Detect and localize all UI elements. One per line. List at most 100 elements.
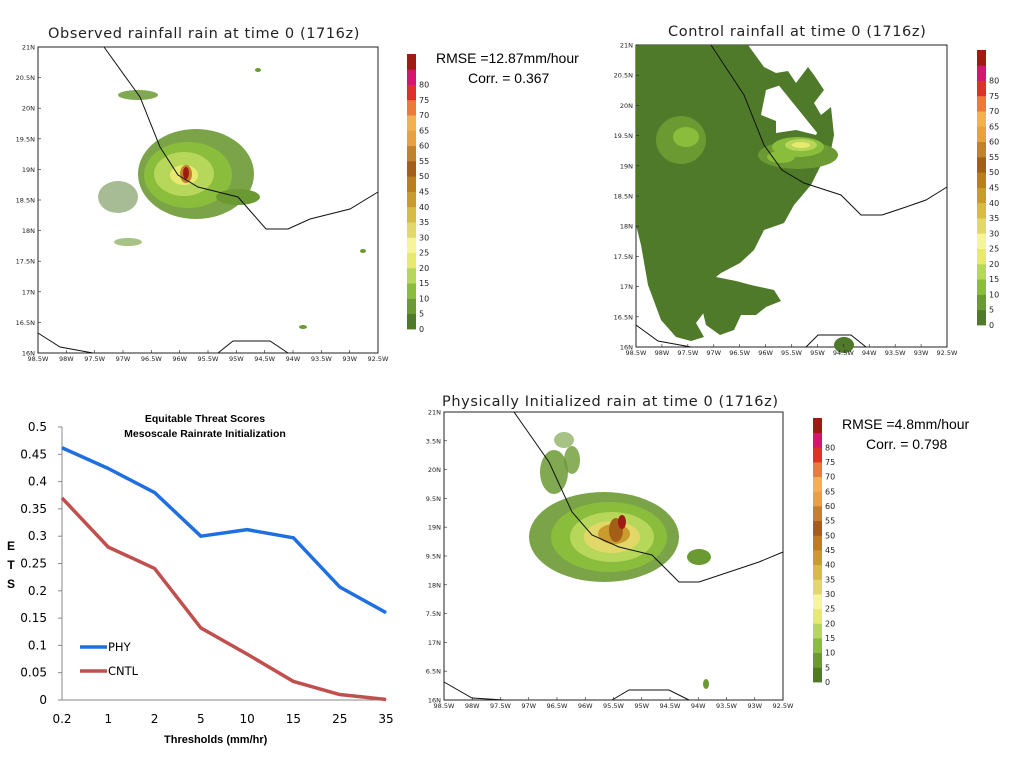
ets-y-tick-label: 0.4 bbox=[28, 475, 47, 489]
colorbar-swatch bbox=[977, 202, 986, 219]
lon-label: 95.5W bbox=[198, 355, 219, 363]
colorbar-swatch bbox=[813, 476, 822, 492]
colorbar-label: 50 bbox=[825, 531, 835, 540]
ets-point bbox=[339, 694, 341, 696]
colorbar-swatch bbox=[977, 248, 986, 265]
lat-label: 20.5N bbox=[16, 74, 35, 82]
ets-point bbox=[292, 537, 294, 539]
colorbar-label: 55 bbox=[825, 517, 835, 526]
lon-label: 92.5W bbox=[368, 355, 389, 363]
lat-label: 19.5N bbox=[16, 135, 35, 143]
colorbar-label: 25 bbox=[989, 245, 999, 254]
lat-label: 21N bbox=[428, 409, 441, 417]
control-lat-labels: 21N 20.5N 20N 19.5N 19N 18.5N 18N 17.5N 17N 16.5N… bbox=[614, 42, 639, 352]
lon-label: 97W bbox=[521, 702, 536, 710]
ets-x-tick-label: 25 bbox=[332, 712, 347, 726]
colorbar-label: 45 bbox=[825, 546, 835, 555]
control-lon-labels: 98.5W 98W 97.5W 97W 96.5W 96W 95.5W 95W 94.5W 94W… bbox=[626, 344, 958, 357]
lon-label: 94W bbox=[691, 702, 706, 710]
lon-label: 94.5W bbox=[660, 702, 681, 710]
colorbar-label: 60 bbox=[989, 138, 999, 147]
colorbar-swatch bbox=[813, 638, 822, 654]
ets-title-line2: Mesoscale Rainrate Initialization bbox=[124, 428, 286, 440]
ets-y-tick-label: 0.35 bbox=[20, 502, 47, 516]
colorbar-label: 75 bbox=[989, 92, 999, 101]
colorbar-label: 80 bbox=[419, 81, 429, 90]
colorbar-swatch bbox=[813, 432, 822, 448]
ets-legend-label: CNTL bbox=[108, 664, 139, 678]
ets-point bbox=[200, 535, 202, 537]
colorbar-swatch bbox=[813, 491, 822, 507]
lon-label: 97.5W bbox=[490, 702, 511, 710]
lat-label: 9.5N bbox=[426, 553, 441, 561]
colorbar-label: 70 bbox=[989, 107, 999, 116]
ets-x-tick-label: 10 bbox=[240, 712, 255, 726]
ets-y-tick-label: 0.3 bbox=[28, 529, 47, 543]
ets-point bbox=[154, 567, 156, 569]
colorbar-label: 75 bbox=[825, 458, 835, 467]
colorbar-swatch bbox=[977, 218, 986, 234]
physical-rain-field bbox=[529, 432, 711, 689]
colorbar-swatch bbox=[813, 506, 822, 522]
colorbar-label: 20 bbox=[989, 260, 999, 269]
observed-corr: Corr. = 0.367 bbox=[468, 70, 550, 86]
lat-label: 17.5N bbox=[614, 253, 633, 261]
colorbar-swatch bbox=[407, 252, 416, 269]
colorbar-label: 50 bbox=[419, 172, 429, 181]
colorbar-label: 80 bbox=[989, 77, 999, 86]
colorbar-label: 55 bbox=[989, 153, 999, 162]
colorbar-swatch bbox=[813, 535, 822, 551]
observed-rain-field bbox=[98, 68, 366, 329]
colorbar-swatch bbox=[813, 594, 822, 610]
lat-label: 9.5N bbox=[426, 495, 441, 503]
lon-label: 98.5W bbox=[434, 702, 455, 710]
colorbar-swatch bbox=[977, 141, 986, 158]
ets-point bbox=[200, 627, 202, 629]
control-rainfall-map: 21N 20.5N 20N 19.5N 19N 18.5N 18N 17.5N 17N 16.5N… bbox=[614, 42, 958, 358]
ets-point bbox=[154, 492, 156, 494]
colorbar-swatch bbox=[977, 50, 986, 66]
lon-label: 97W bbox=[116, 355, 131, 363]
colorbar-swatch bbox=[977, 279, 986, 295]
colorbar-swatch bbox=[977, 294, 986, 311]
ets-title-line1: Equitable Threat Scores bbox=[144, 413, 266, 425]
colorbar-label: 45 bbox=[989, 184, 999, 193]
colorbar-label: 70 bbox=[825, 473, 835, 482]
control-colorbar: 0 5 10 15 20 25 30 35 40 45 50 55 60 65 70 75 80 bbox=[977, 50, 999, 330]
ets-y-tick-label: 0.5 bbox=[28, 420, 47, 434]
observed-rainfall-map: 21N 20.5N 20N 19.5N 19N 18.5N 18N 17.5N 17N 16.5N… bbox=[16, 44, 389, 364]
ets-x-tick-label: 2 bbox=[151, 712, 159, 726]
colorbar-swatch bbox=[407, 222, 416, 238]
colorbar-swatch bbox=[813, 608, 822, 624]
colorbar-label: 10 bbox=[419, 294, 429, 303]
colorbar-swatch bbox=[813, 667, 822, 683]
colorbar-label: 45 bbox=[419, 188, 429, 197]
ets-point bbox=[385, 612, 387, 614]
ets-point bbox=[339, 586, 341, 588]
ets-y-tick-label: 0.15 bbox=[20, 611, 47, 625]
lon-label: 97.5W bbox=[84, 355, 105, 363]
colorbar-swatch bbox=[977, 309, 986, 326]
colorbar-label: 35 bbox=[419, 218, 429, 227]
colorbar-label: 0 bbox=[825, 678, 830, 687]
observed-lat-labels: 21N 20.5N 20N 19.5N 19N 18.5N 18N 17.5N 17N 16.5N… bbox=[16, 44, 41, 358]
lat-label: 17N bbox=[620, 283, 633, 291]
colorbar-swatch bbox=[407, 84, 416, 101]
lat-label: 17N bbox=[22, 288, 35, 296]
lon-label: 98W bbox=[465, 702, 480, 710]
ets-series-phy bbox=[61, 446, 387, 615]
colorbar-label: 0 bbox=[419, 325, 424, 334]
physical-rmse: RMSE =4.8mm/hour bbox=[842, 416, 970, 432]
lat-label: 3.5N bbox=[426, 437, 441, 445]
lon-label: 98W bbox=[655, 349, 670, 357]
lat-label: 19N bbox=[620, 162, 633, 170]
colorbar-label: 80 bbox=[825, 443, 835, 452]
physical-corr: Corr. = 0.798 bbox=[866, 436, 948, 452]
lon-label: 97.5W bbox=[677, 349, 698, 357]
colorbar-label: 15 bbox=[989, 275, 999, 284]
ets-series-cntl bbox=[60, 496, 387, 702]
colorbar-label: 30 bbox=[419, 233, 429, 242]
lon-label: 96.5W bbox=[547, 702, 568, 710]
lon-label: 98.5W bbox=[626, 349, 647, 357]
colorbar-swatch bbox=[977, 65, 986, 81]
